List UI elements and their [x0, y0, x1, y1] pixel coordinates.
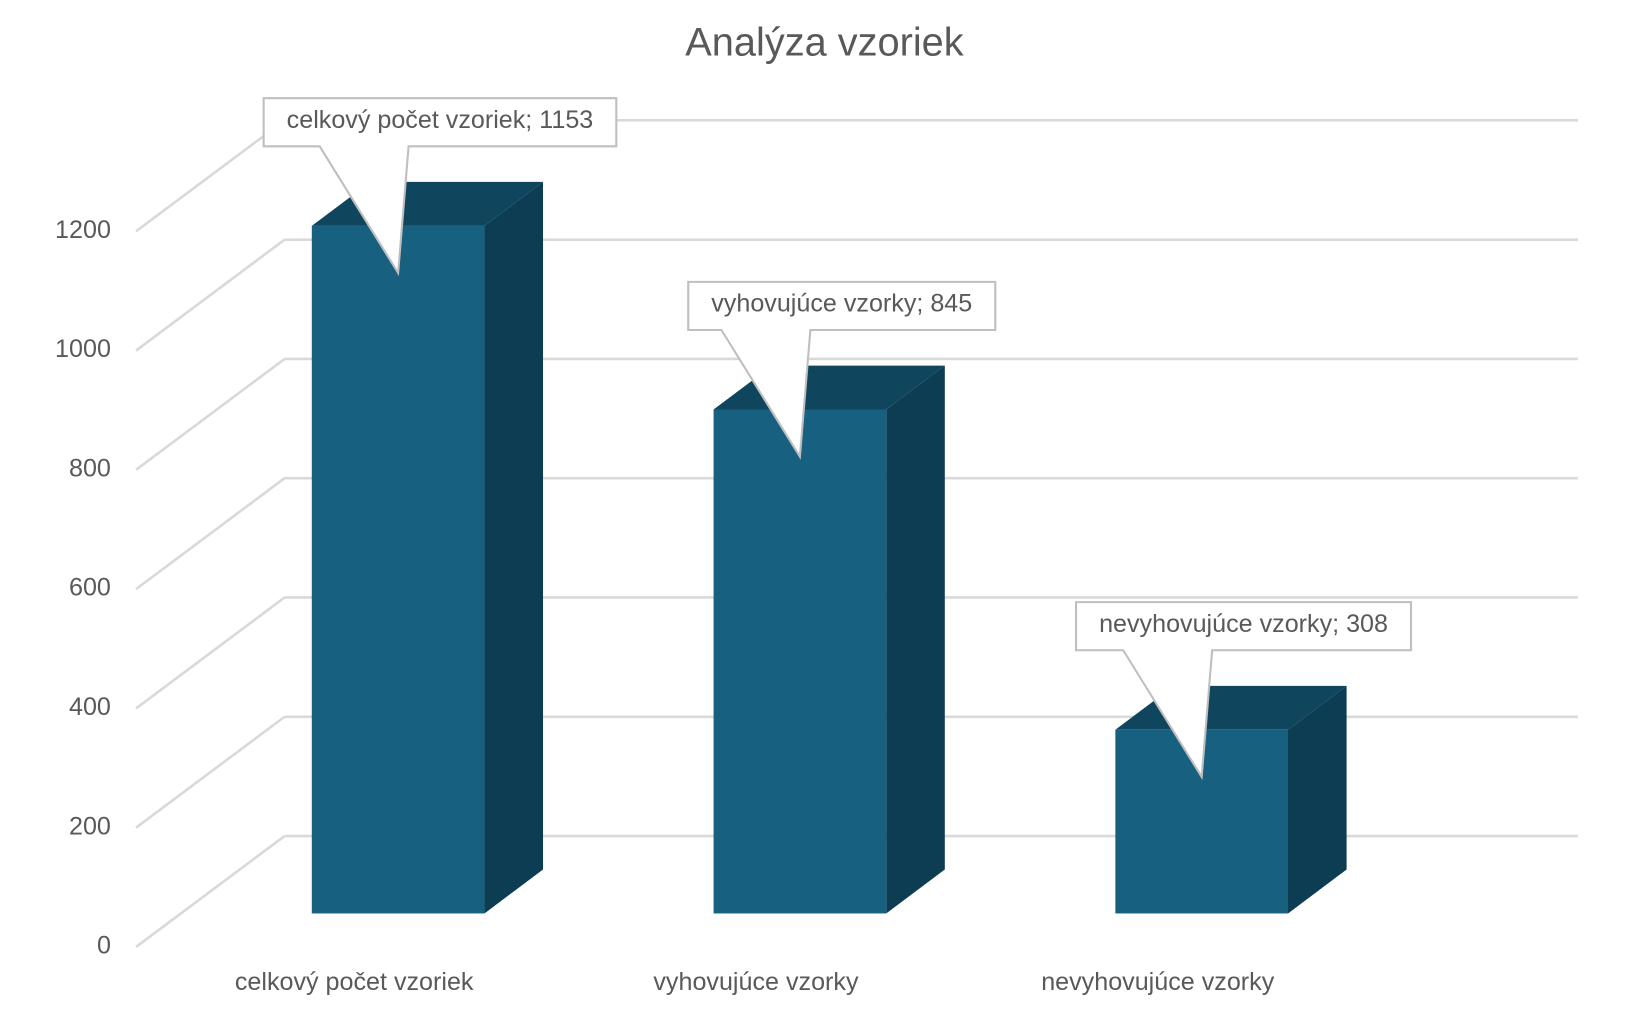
bar-front	[713, 409, 887, 914]
x-tick-label: celkový počet vzoriek	[235, 968, 474, 996]
bar	[713, 365, 945, 914]
grid-line-side	[135, 596, 286, 710]
bar-side	[1287, 685, 1347, 914]
x-tick-label: vyhovujúce vzorky	[653, 968, 859, 996]
y-tick-label: 400	[69, 693, 111, 721]
bar-front	[311, 225, 485, 914]
y-tick-label: 200	[69, 812, 111, 840]
bar	[1115, 685, 1347, 914]
bar	[311, 181, 544, 914]
data-callout: vyhovujúce vzorky; 845	[687, 280, 997, 460]
data-label: vyhovujúce vzorky; 845	[711, 290, 972, 318]
y-tick-label: 0	[97, 932, 111, 960]
data-label: celkový počet vzoriek; 1153	[287, 106, 594, 134]
data-callout: nevyhovujúce vzorky; 308	[1075, 601, 1413, 781]
chart-title: Analýza vzoriek	[685, 21, 963, 65]
x-tick-label: nevyhovujúce vzorky	[1041, 968, 1275, 996]
grid-line-side	[135, 477, 286, 591]
grid-line-side	[135, 238, 286, 352]
y-tick-label: 800	[69, 454, 111, 482]
bar-side	[886, 365, 945, 914]
grid-line-side	[135, 834, 286, 948]
callout-box	[1075, 601, 1413, 781]
y-tick-label: 1200	[55, 216, 111, 244]
data-label: nevyhovujúce vzorky; 308	[1099, 610, 1388, 638]
data-callout: celkový počet vzoriek; 1153	[262, 97, 618, 277]
grid-line-side	[135, 119, 286, 233]
callout-box	[687, 280, 997, 460]
bar-side	[484, 181, 544, 914]
callout-box	[262, 97, 618, 277]
grid-line-side	[135, 357, 286, 471]
y-tick-label: 600	[69, 574, 111, 602]
y-tick-label: 1000	[55, 335, 111, 363]
grid-line-side	[135, 715, 286, 829]
